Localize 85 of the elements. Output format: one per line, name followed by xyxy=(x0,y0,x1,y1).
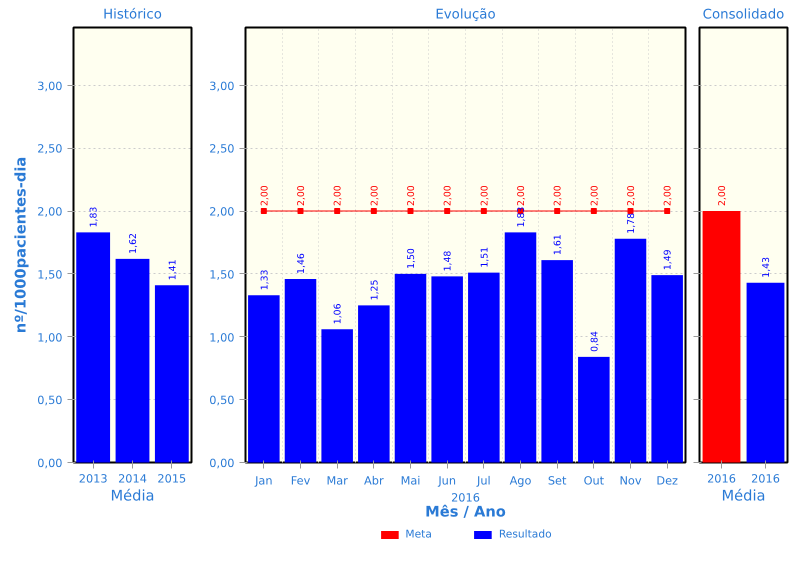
data-label: 1,51 xyxy=(479,246,490,268)
x-tick-label: 2014 xyxy=(118,472,147,486)
x-tick-label: Jan xyxy=(254,474,273,488)
bar xyxy=(431,276,463,462)
bar xyxy=(578,356,610,462)
data-label: 2,00 xyxy=(369,185,380,206)
data-label: 1,06 xyxy=(332,303,344,324)
y-tick-label: 1,00 xyxy=(209,330,235,344)
data-label: 2,00 xyxy=(479,185,490,206)
bar xyxy=(504,232,536,462)
data-label: 2,00 xyxy=(516,185,527,206)
bar xyxy=(541,260,573,462)
x-tick-label: Mai xyxy=(400,474,420,488)
y-tick-label: 1,00 xyxy=(37,330,63,344)
x-tick-label: 2016 xyxy=(751,472,780,486)
bar xyxy=(154,285,189,462)
data-label: 0,84 xyxy=(589,331,600,352)
data-label: 1,50 xyxy=(406,248,417,269)
data-label: 2,00 xyxy=(589,185,600,206)
x-tick-label: Fev xyxy=(290,474,311,488)
x-tick-label: Dez xyxy=(656,474,678,488)
x-tick-label: Mar xyxy=(326,474,348,488)
x-tick-label: Set xyxy=(548,474,568,488)
legend-label: Meta xyxy=(405,528,432,540)
data-label: 1,25 xyxy=(369,280,380,300)
x-tick-label: 2013 xyxy=(78,472,108,486)
y-tick-label: 2,50 xyxy=(209,142,235,156)
data-label: 1,41 xyxy=(167,259,178,280)
data-label: 1,83 xyxy=(88,206,100,228)
y-tick-label: 3,00 xyxy=(37,78,63,93)
x-tick-label: Jun xyxy=(437,474,456,488)
y-tick-label: 1,50 xyxy=(37,267,63,282)
bar xyxy=(321,329,353,462)
data-label: 2,00 xyxy=(662,185,674,206)
bar xyxy=(358,305,390,462)
bar xyxy=(468,272,500,462)
data-label: 1,33 xyxy=(259,269,270,290)
data-label: 2,00 xyxy=(296,185,307,206)
chart-title: Evolução xyxy=(435,8,496,22)
x-axis-title: Mês / Ano xyxy=(425,504,506,520)
bar xyxy=(248,295,280,462)
data-label: 2,00 xyxy=(626,185,637,206)
text: 2016 xyxy=(451,490,480,504)
data-label: 1,78 xyxy=(626,212,637,234)
y-tick-label: 0,00 xyxy=(209,456,235,470)
data-label: 1,62 xyxy=(128,233,139,254)
y-tick-label: 2,00 xyxy=(209,204,235,219)
x-tick-label: Nov xyxy=(619,474,642,488)
legend-label: Resultado xyxy=(498,528,552,540)
chart-title: Consolidado xyxy=(702,8,784,22)
x-tick-label: 2015 xyxy=(157,472,186,486)
y-tick-label: 0,50 xyxy=(37,393,63,408)
data-label: 1,83 xyxy=(516,206,527,228)
x-axis-title: Média xyxy=(721,488,766,504)
data-label: 2,00 xyxy=(552,185,564,206)
x-tick-label: Jul xyxy=(476,474,491,488)
data-label: 1,48 xyxy=(442,250,454,272)
y-tick-label: 2,00 xyxy=(37,204,63,219)
data-label: 1,43 xyxy=(761,256,772,278)
y-tick-label: 3,00 xyxy=(209,78,235,93)
data-label: 1,61 xyxy=(552,234,564,256)
bar xyxy=(394,274,426,462)
data-label: 1,46 xyxy=(296,253,307,274)
bar xyxy=(284,278,316,462)
y-tick-label: 0,50 xyxy=(209,393,235,408)
bar xyxy=(651,275,683,462)
x-tick-label: 2016 xyxy=(707,472,736,486)
y-tick-label: 0,00 xyxy=(37,456,63,470)
bar xyxy=(76,232,110,462)
data-label: 2,00 xyxy=(406,185,417,206)
x-axis-title: Média xyxy=(110,488,155,504)
bar xyxy=(614,238,646,462)
y-axis-title: nº/1000pacientes-dia xyxy=(12,156,30,334)
x-tick-label: Out xyxy=(584,474,605,488)
bar xyxy=(116,258,150,462)
x-tick-label: Ago xyxy=(510,474,532,488)
data-label: 2,00 xyxy=(717,185,728,206)
chart-title: Histórico xyxy=(103,8,162,22)
data-label: 1,49 xyxy=(662,249,674,270)
y-tick-label: 2,50 xyxy=(37,142,63,156)
data-label: 2,00 xyxy=(259,185,270,206)
data-label: 2,00 xyxy=(442,185,454,206)
y-tick-label: 1,50 xyxy=(209,267,235,282)
x-tick-label: Abr xyxy=(364,474,384,488)
data-label: 2,00 xyxy=(332,185,344,206)
